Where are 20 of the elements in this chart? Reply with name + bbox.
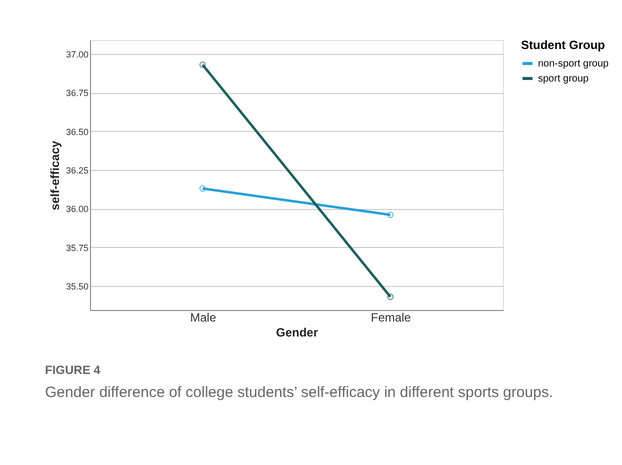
x-tick-label: Male	[190, 310, 216, 324]
y-tick-label: 35.50	[66, 282, 88, 292]
legend-title: Student Group	[521, 38, 605, 52]
caption: FIGURE 4	[45, 363, 101, 377]
y-tick-label: 36.75	[66, 88, 88, 98]
point	[387, 212, 394, 218]
y-tick-label: 36.25	[66, 165, 88, 176]
text: Gender difference of college students’ self-efficacy in different sports groups.	[45, 384, 554, 401]
x-axis-title: Gender	[276, 326, 318, 340]
point	[387, 294, 394, 300]
x-tick-label: Female	[370, 310, 412, 324]
y-tick-label: 36.50	[66, 126, 88, 137]
y-tick-label: 35.75	[66, 242, 88, 253]
y-tick-label: 37.00	[66, 49, 88, 60]
point	[199, 62, 206, 68]
point	[199, 185, 206, 192]
legend-label: sport group	[538, 74, 590, 84]
y-tick-label: 36.00	[66, 204, 88, 214]
y-axis-title: self-efficacy	[48, 140, 62, 210]
legend-label: non-sport group	[538, 58, 610, 70]
